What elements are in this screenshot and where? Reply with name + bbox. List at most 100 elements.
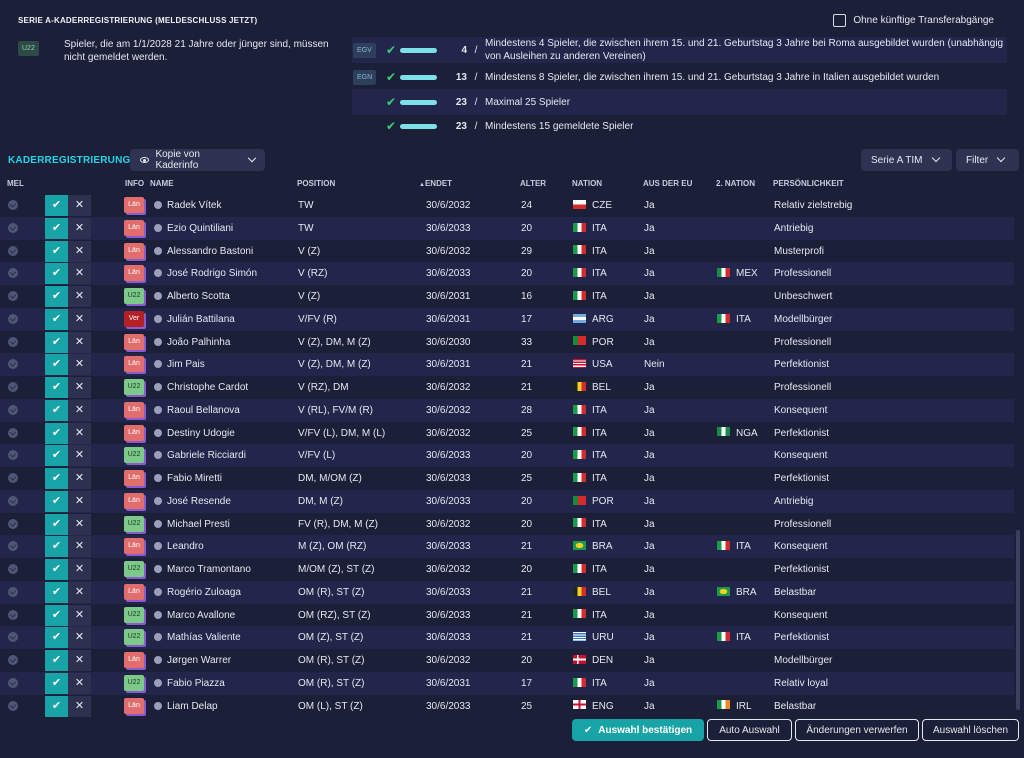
include-button[interactable]: ✔ (45, 217, 68, 239)
player-name[interactable]: Ezio Quintiliani (167, 222, 234, 234)
discard-changes-button[interactable]: Änderungen verwerfen (795, 719, 919, 741)
include-button[interactable]: ✔ (45, 445, 68, 467)
table-row[interactable]: ✔ ✕ Län Raoul Bellanova V (RL), FV/M (R) 30/6… (0, 398, 1014, 422)
exclude-button[interactable]: ✕ (68, 627, 91, 649)
league-dropdown[interactable]: Serie A TIM (861, 149, 952, 171)
table-row[interactable]: ✔ ✕ U22 Fabio Piazza OM (R), ST (Z) 30/6/2031… (0, 671, 1014, 695)
player-name[interactable]: Fabio Miretti (167, 473, 223, 484)
table-row[interactable]: ✔ ✕ Län José Resende DM, M (Z) 30/6/2033 20 POR… (0, 489, 1014, 513)
exclude-button[interactable]: ✕ (68, 308, 91, 330)
table-row[interactable]: ✔ ✕ Län Jim Pais V (Z), DM, M (Z) 30/6/2031 21… (0, 353, 1014, 377)
include-button[interactable]: ✔ (45, 240, 68, 262)
table-row[interactable]: ✔ ✕ Län Leandro M (Z), OM (RZ) 30/6/2033 21 BRA… (0, 535, 1014, 559)
table-row[interactable]: ✔ ✕ Län Fabio Miretti DM, M/OM (Z) 30/6/2033 2… (0, 467, 1014, 490)
include-button[interactable]: ✔ (45, 354, 68, 376)
player-name[interactable]: Michael Presti (167, 518, 230, 530)
exclude-button[interactable]: ✕ (68, 399, 91, 421)
exclude-button[interactable]: ✕ (68, 286, 91, 307)
table-row[interactable]: ✔ ✕ Län José Rodrigo Simón V (RZ) 30/6/2033 20… (0, 262, 1014, 286)
registered-icon[interactable] (8, 700, 18, 711)
player-name[interactable]: Jim Pais (167, 359, 205, 371)
include-button[interactable]: ✔ (45, 331, 68, 353)
registered-icon[interactable] (8, 564, 18, 574)
checkbox[interactable] (833, 14, 847, 27)
scrollbar[interactable] (1016, 530, 1020, 710)
col-info[interactable]: INFO (125, 179, 145, 188)
include-button[interactable]: ✔ (45, 286, 68, 307)
filter-dropdown[interactable]: Filter (956, 149, 1019, 171)
include-button[interactable]: ✔ (45, 422, 68, 444)
registered-icon[interactable] (8, 586, 18, 597)
player-name[interactable]: José Rodrigo Simón (167, 268, 258, 280)
table-row[interactable]: ✔ ✕ U22 Mathías Valiente OM (Z), ST (Z) 30/6/… (0, 626, 1014, 650)
registered-icon[interactable] (8, 655, 18, 665)
include-button[interactable]: ✔ (45, 559, 68, 580)
table-row[interactable]: ✔ ✕ Län João Palhinha V (Z), DM, M (Z) 30/6/2… (0, 331, 1014, 354)
col-personality[interactable]: PERSÖNLICHKEIT (773, 179, 844, 188)
table-row[interactable]: ✔ ✕ Län Rogério Zuloaga OM (R), ST (Z) 30/6/2… (0, 580, 1014, 604)
player-name[interactable]: Alberto Scotta (167, 291, 230, 302)
exclude-button[interactable]: ✕ (68, 672, 91, 694)
auto-select-button[interactable]: Auto Auswahl (707, 719, 792, 741)
exclude-button[interactable]: ✕ (68, 581, 91, 603)
player-name[interactable]: Radek Vítek (167, 200, 222, 211)
registered-icon[interactable] (8, 200, 18, 210)
include-button[interactable]: ✔ (45, 627, 68, 649)
col-nation[interactable]: NATION (572, 179, 603, 188)
registered-icon[interactable] (8, 609, 18, 620)
exclude-button[interactable]: ✕ (68, 217, 91, 239)
table-row[interactable]: ✔ ✕ U22 Christophe Cardot V (RZ), DM 30/6/203… (0, 376, 1014, 399)
registered-icon[interactable] (8, 473, 18, 483)
include-button[interactable]: ✔ (45, 490, 68, 512)
registered-icon[interactable] (8, 382, 18, 392)
col-nation2[interactable]: 2. NATION (716, 179, 755, 188)
player-name[interactable]: Marco Tramontano (167, 564, 251, 575)
copy-view-dropdown[interactable]: Kopie von Kaderinfo (130, 149, 265, 171)
include-button[interactable]: ✔ (45, 468, 68, 489)
registered-icon[interactable] (8, 359, 18, 370)
exclude-button[interactable]: ✕ (68, 240, 91, 262)
exclude-button[interactable]: ✕ (68, 263, 91, 285)
exclude-button[interactable]: ✕ (68, 536, 91, 558)
player-name[interactable]: Destiny Udogie (167, 427, 235, 439)
col-position[interactable]: POSITION (297, 179, 336, 188)
clear-selection-button[interactable]: Auswahl löschen (922, 719, 1019, 741)
registered-icon[interactable] (8, 495, 18, 506)
player-name[interactable]: Julián Battilana (167, 313, 235, 325)
include-button[interactable]: ✔ (45, 308, 68, 330)
registered-icon[interactable] (8, 677, 18, 688)
registered-icon[interactable] (8, 268, 18, 279)
include-button[interactable]: ✔ (45, 672, 68, 694)
player-name[interactable]: Christophe Cardot (167, 382, 249, 393)
player-name[interactable]: Gabriele Ricciardi (167, 450, 246, 462)
confirm-selection-button[interactable]: ✔ Auswahl bestätigen (572, 719, 704, 741)
include-button[interactable]: ✔ (45, 399, 68, 421)
include-button[interactable]: ✔ (45, 581, 68, 603)
table-row[interactable]: ✔ ✕ U22 Gabriele Ricciardi V/FV (L) 30/6/2033… (0, 444, 1014, 468)
exclude-button[interactable]: ✕ (68, 377, 91, 398)
exclude-button[interactable]: ✕ (68, 513, 91, 535)
registered-icon[interactable] (8, 313, 18, 324)
player-name[interactable]: Marco Avallone (167, 609, 236, 621)
col-eu[interactable]: AUS DER EU (643, 179, 693, 188)
table-row[interactable]: ✔ ✕ U22 Alberto Scotta V (Z) 30/6/2031 16 ITA Ja… (0, 285, 1014, 308)
include-button[interactable]: ✔ (45, 263, 68, 285)
table-row[interactable]: ✔ ✕ Län Alessandro Bastoni V (Z) 30/6/2032 29 I… (0, 240, 1014, 263)
player-name[interactable]: Rogério Zuloaga (167, 586, 241, 598)
exclude-button[interactable]: ✕ (68, 195, 91, 216)
exclude-button[interactable]: ✕ (68, 559, 91, 580)
table-row[interactable]: ✔ ✕ Län Liam Delap OM (L), ST (Z) 30/6/2033 25… (0, 695, 1014, 718)
table-row[interactable]: ✔ ✕ U22 Marco Tramontano M/OM (Z), ST (Z) 30/… (0, 558, 1014, 581)
registered-icon[interactable] (8, 518, 18, 529)
include-button[interactable]: ✔ (45, 377, 68, 398)
exclude-button[interactable]: ✕ (68, 331, 91, 353)
table-row[interactable]: ✔ ✕ U22 Michael Presti FV (R), DM, M (Z) 30/6… (0, 513, 1014, 536)
player-name[interactable]: Mathías Valiente (167, 632, 241, 644)
col-name[interactable]: NAME (150, 179, 174, 188)
registered-icon[interactable] (8, 404, 18, 415)
table-row[interactable]: ✔ ✕ U22 Marco Avallone OM (RZ), ST (Z) 30/6/2… (0, 604, 1014, 627)
include-button[interactable]: ✔ (45, 513, 68, 535)
registered-icon[interactable] (8, 632, 18, 643)
table-row[interactable]: ✔ ✕ Ver Julián Battilana V/FV (R) 30/6/2031 17… (0, 307, 1014, 331)
exclude-button[interactable]: ✕ (68, 604, 91, 626)
